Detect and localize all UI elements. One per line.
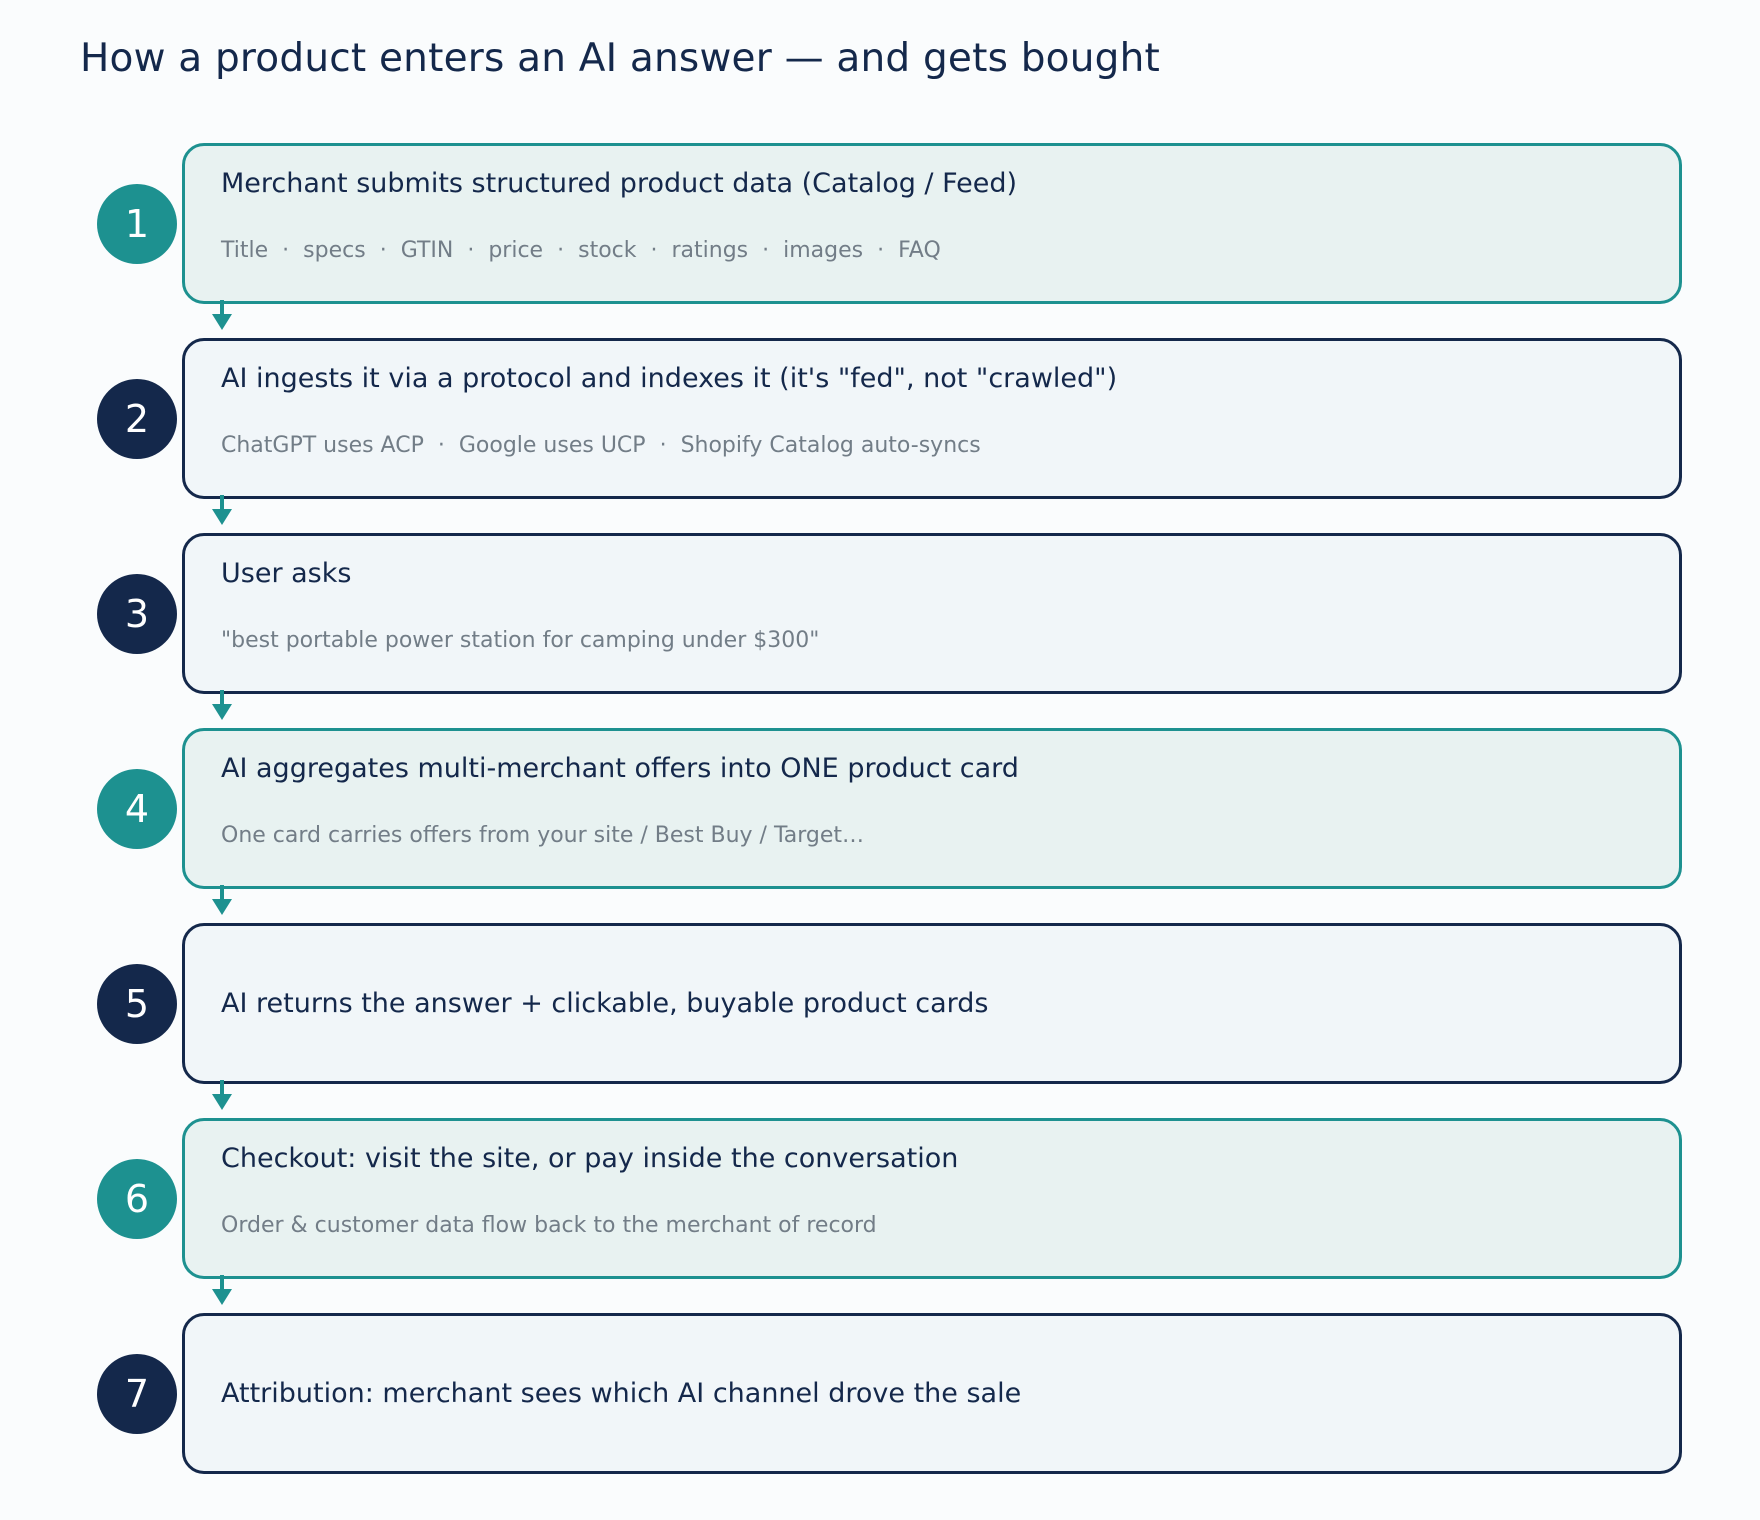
step-title: AI returns the answer + clickable, buyab…: [221, 988, 989, 1019]
step-card: AI aggregates multi-merchant offers into…: [182, 728, 1682, 889]
step-detail: Title · specs · GTIN · price · stock · ratings · ima…: [221, 238, 941, 263]
detail-item: price: [488, 238, 544, 263]
detail-separator: ·: [557, 238, 565, 263]
step-5: 5 AI returns the answer + clickable, buya…: [0, 923, 1760, 1088]
step-7: 7 Attribution: merchant sees which AI cha…: [0, 1313, 1760, 1478]
flow-arrow: [212, 300, 232, 330]
flow-arrow: [212, 1080, 232, 1110]
flow-arrow: [212, 690, 232, 720]
step-3: 3 User asks "best portable power station f…: [0, 533, 1760, 698]
flow-arrow-shaft: [220, 690, 224, 706]
detail-separator: ·: [467, 238, 475, 263]
step-detail: Order & customer data flow back to the m…: [221, 1213, 877, 1238]
flow-arrow-shaft: [220, 495, 224, 511]
step-6: 6 Checkout: visit the site, or pay inside…: [0, 1118, 1760, 1283]
step-4: 4 AI aggregates multi-merchant offers int…: [0, 728, 1760, 893]
detail-separator: ·: [877, 238, 885, 263]
step-title: User asks: [221, 558, 352, 589]
step-number-badge: 6: [97, 1159, 177, 1239]
step-title: Checkout: visit the site, or pay inside …: [221, 1143, 959, 1174]
step-number-badge: 5: [97, 964, 177, 1044]
detail-item: ChatGPT uses ACP: [221, 433, 424, 458]
flow-arrow: [212, 1275, 232, 1305]
detail-item: specs: [303, 238, 366, 263]
detail-item: ratings: [671, 238, 749, 263]
flow-arrow-head: [212, 899, 232, 915]
step-title: AI ingests it via a protocol and indexes…: [221, 363, 1118, 394]
step-detail: One card carries offers from your site /…: [221, 823, 864, 848]
detail-separator: ·: [659, 433, 667, 458]
step-2: 2 AI ingests it via a protocol and indexe…: [0, 338, 1760, 503]
flow-arrow-shaft: [220, 1275, 224, 1291]
detail-item: One card carries offers from your site /…: [221, 823, 865, 848]
detail-separator: ·: [437, 433, 445, 458]
flow-arrow-shaft: [220, 1080, 224, 1096]
detail-separator: ·: [650, 238, 658, 263]
step-card: Checkout: visit the site, or pay inside …: [182, 1118, 1682, 1279]
page-title: How a product enters an AI answer — and …: [80, 36, 1160, 81]
detail-item: Shopify Catalog auto-syncs: [680, 433, 981, 458]
step-title: Merchant submits structured product data…: [221, 168, 1018, 199]
detail-item: Title: [221, 238, 269, 263]
step-card: AI returns the answer + clickable, buyab…: [182, 923, 1682, 1084]
step-title: AI aggregates multi-merchant offers into…: [221, 753, 1019, 784]
detail-item: Order & customer data flow back to the m…: [221, 1213, 877, 1238]
step-1: 1 Merchant submits structured product dat…: [0, 143, 1760, 308]
flow-arrow-head: [212, 704, 232, 720]
flow-arrow-head: [212, 1094, 232, 1110]
detail-item: GTIN: [400, 238, 454, 263]
step-card: AI ingests it via a protocol and indexes…: [182, 338, 1682, 499]
step-number-badge: 2: [97, 379, 177, 459]
detail-item: FAQ: [898, 238, 941, 263]
flow-arrow: [212, 495, 232, 525]
detail-separator: ·: [282, 238, 290, 263]
flow-arrow-shaft: [220, 300, 224, 316]
step-title: Attribution: merchant sees which AI chan…: [221, 1378, 1022, 1409]
step-card: Attribution: merchant sees which AI chan…: [182, 1313, 1682, 1474]
detail-item: stock: [578, 238, 637, 263]
step-number-badge: 7: [97, 1354, 177, 1434]
step-number-badge: 3: [97, 574, 177, 654]
step-detail: "best portable power station for camping…: [221, 628, 819, 653]
detail-separator: ·: [379, 238, 387, 263]
step-number-badge: 1: [97, 184, 177, 264]
flow-arrow-head: [212, 314, 232, 330]
flow-arrow-head: [212, 509, 232, 525]
step-detail: ChatGPT uses ACP · Google uses UCP · Shopify…: [221, 433, 981, 458]
flow-arrow: [212, 885, 232, 915]
step-number-badge: 4: [97, 769, 177, 849]
detail-separator: ·: [762, 238, 770, 263]
step-card: User asks "best portable power station fo…: [182, 533, 1682, 694]
detail-item: images: [783, 238, 864, 263]
flow-arrow-shaft: [220, 885, 224, 901]
detail-item: "best portable power station for camping…: [221, 628, 820, 653]
step-card: Merchant submits structured product data…: [182, 143, 1682, 304]
flow-arrow-head: [212, 1289, 232, 1305]
detail-item: Google uses UCP: [458, 433, 646, 458]
